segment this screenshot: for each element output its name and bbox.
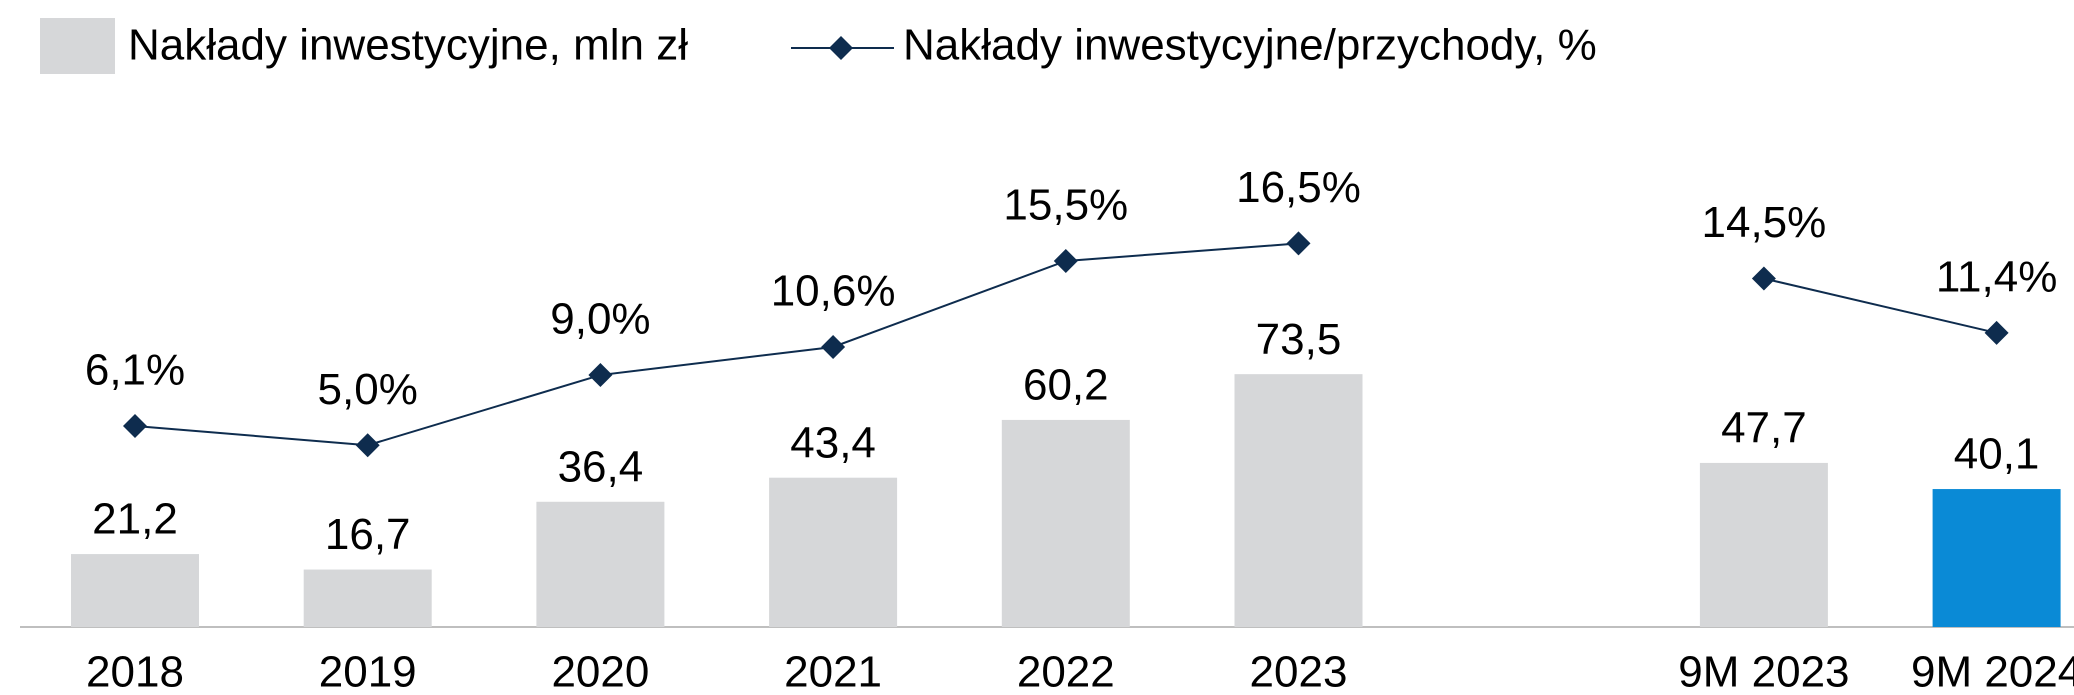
x-tick-label: 2020 — [551, 648, 649, 695]
data-label: 36,4 — [558, 442, 644, 491]
line — [134, 242, 1997, 447]
bar — [71, 554, 199, 627]
data-label: 6,1% — [85, 346, 185, 395]
bar — [1699, 462, 1828, 627]
bar — [1001, 419, 1130, 627]
marker — [1751, 266, 1776, 291]
x-tick-label: 2019 — [319, 648, 417, 695]
x-tick-label: 2023 — [1250, 648, 1348, 695]
x-tick-label: 9M 2023 — [1678, 648, 1849, 695]
data-label: 5,0% — [318, 365, 418, 414]
bar — [1932, 489, 2061, 627]
bar — [536, 501, 665, 627]
x-tick-label: 2022 — [1017, 648, 1115, 695]
data-label: 40,1 — [1954, 430, 2040, 479]
marker — [821, 334, 846, 359]
data-label: 16,7 — [325, 510, 411, 559]
legend-swatch-bar — [40, 18, 115, 74]
marker — [1286, 231, 1311, 256]
marker — [1984, 320, 2009, 345]
data-label: 21,2 — [92, 495, 178, 544]
data-label: 43,4 — [790, 418, 876, 467]
marker — [355, 433, 380, 458]
data-label: 16,5% — [1236, 163, 1361, 212]
marker — [123, 413, 147, 438]
data-label: 14,5% — [1702, 198, 1827, 247]
data-label: 10,6% — [771, 267, 896, 316]
bar — [1234, 374, 1363, 627]
data-label: 11,4% — [1936, 253, 2058, 302]
legend-label: Nakłady inwestycyjne/przychody, % — [903, 21, 1597, 70]
x-tick-label: 2018 — [86, 648, 184, 695]
bar — [303, 569, 432, 627]
data-label: 15,5% — [1003, 181, 1128, 230]
legend-label: Nakłady inwestycyjne, mln zł — [128, 21, 688, 70]
legend-marker — [829, 36, 853, 60]
bar — [769, 477, 898, 627]
data-label: 47,7 — [1721, 404, 1807, 453]
marker — [588, 363, 613, 388]
marker — [1053, 248, 1078, 273]
x-tick-label: 2021 — [784, 648, 882, 695]
data-label: 60,2 — [1023, 361, 1109, 410]
data-label: 9,0% — [550, 295, 650, 344]
data-label: 73,5 — [1256, 315, 1342, 364]
x-tick-label: 9M 2024 — [1911, 648, 2074, 695]
